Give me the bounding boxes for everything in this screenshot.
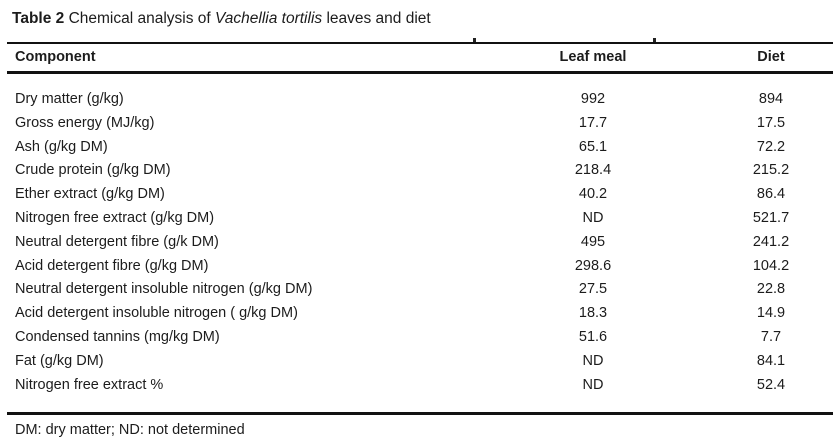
diet-cell: 22.8 — [756, 281, 786, 298]
diet-cell: 72.2 — [756, 138, 786, 155]
column-tick-mark — [653, 38, 656, 42]
column-tick-mark — [473, 38, 476, 42]
table-body: Dry matter (g/kg) 992 894 Gross energy (MJ/… — [7, 73, 833, 413]
table-row: Acid detergent fibre (g/kg DM) 298.6 104.2 — [7, 255, 833, 279]
leaf-meal-cell: 40.2 — [578, 186, 608, 203]
chemical-analysis-table: Component Leaf meal Diet Dry matter (g/k… — [7, 38, 833, 438]
column-header-diet: Diet — [709, 42, 833, 74]
component-cell: Fat (g/kg DM) — [15, 352, 104, 369]
column-header-leaf-meal: Leaf meal — [477, 42, 709, 74]
diet-cell: 52.4 — [756, 376, 786, 393]
table-row: Nitrogen free extract (g/kg DM) ND 521.7 — [7, 207, 833, 231]
table-header: Component Leaf meal Diet — [7, 42, 833, 74]
component-cell: Condensed tannins (mg/kg DM) — [15, 328, 220, 345]
table-row: Ash (g/kg DM) 65.1 72.2 — [7, 136, 833, 160]
leaf-meal-cell: 495 — [580, 233, 606, 250]
leaf-meal-cell: 65.1 — [578, 138, 608, 155]
table-row: Fat (g/kg DM) ND 84.1 — [7, 350, 833, 374]
leaf-meal-cell: 218.4 — [574, 162, 612, 179]
table-row: Dry matter (g/kg) 992 894 — [7, 73, 833, 112]
table-caption: Table 2 Chemical analysis of Vachellia t… — [0, 0, 838, 29]
table-row: Acid detergent insoluble nitrogen ( g/kg… — [7, 302, 833, 326]
component-cell: Gross energy (MJ/kg) — [15, 114, 155, 131]
component-cell: Nitrogen free extract (g/kg DM) — [15, 209, 215, 226]
diet-cell: 215.2 — [752, 162, 790, 179]
table-row: Nitrogen free extract % ND 52.4 — [7, 374, 833, 413]
header-row: Component Leaf meal Diet — [7, 42, 833, 74]
data-table: Component Leaf meal Diet Dry matter (g/k… — [7, 42, 833, 412]
diet-cell: 104.2 — [752, 257, 790, 274]
leaf-meal-cell: 17.7 — [578, 114, 608, 131]
diet-cell: 7.7 — [760, 328, 782, 345]
component-cell: Crude protein (g/kg DM) — [15, 162, 171, 179]
leaf-meal-cell: ND — [582, 376, 604, 393]
diet-cell: 241.2 — [752, 233, 790, 250]
leaf-meal-cell: 27.5 — [578, 281, 608, 298]
table-caption-text: Chemical analysis of — [64, 10, 216, 27]
table-caption-text-after: leaves and diet — [322, 10, 431, 27]
diet-cell: 84.1 — [756, 352, 786, 369]
table-row: Neutral detergent insoluble nitrogen (g/… — [7, 278, 833, 302]
table-footnote: DM: dry matter; ND: not determined — [7, 412, 833, 438]
component-cell: Neutral detergent fibre (g/k DM) — [15, 233, 219, 250]
leaf-meal-cell: ND — [582, 352, 604, 369]
diet-cell: 86.4 — [756, 186, 786, 203]
leaf-meal-cell: 992 — [580, 91, 606, 107]
table-row: Ether extract (g/kg DM) 40.2 86.4 — [7, 183, 833, 207]
component-cell: Acid detergent insoluble nitrogen ( g/kg… — [15, 305, 298, 322]
component-cell: Ash (g/kg DM) — [15, 138, 108, 155]
leaf-meal-cell: 51.6 — [578, 328, 608, 345]
diet-cell: 894 — [758, 91, 784, 107]
component-cell: Ether extract (g/kg DM) — [15, 186, 165, 203]
table-row: Gross energy (MJ/kg) 17.7 17.5 — [7, 112, 833, 136]
component-cell: Dry matter (g/kg) — [15, 91, 124, 107]
diet-cell: 14.9 — [756, 305, 786, 322]
leaf-meal-cell: ND — [582, 209, 604, 226]
table-row: Crude protein (g/kg DM) 218.4 215.2 — [7, 159, 833, 183]
table-caption-label: Table 2 — [12, 10, 65, 27]
leaf-meal-cell: 18.3 — [578, 305, 608, 322]
component-cell: Nitrogen free extract % — [15, 376, 164, 393]
component-cell: Acid detergent fibre (g/kg DM) — [15, 257, 209, 274]
diet-cell: 521.7 — [752, 209, 790, 226]
leaf-meal-cell: 298.6 — [574, 257, 612, 274]
table-row: Condensed tannins (mg/kg DM) 51.6 7.7 — [7, 326, 833, 350]
table-caption-species: Vachellia tortilis — [215, 10, 323, 27]
column-header-component: Component — [7, 42, 477, 74]
table-row: Neutral detergent fibre (g/k DM) 495 241.2 — [7, 231, 833, 255]
component-cell: Neutral detergent insoluble nitrogen (g/… — [15, 281, 313, 298]
diet-cell: 17.5 — [756, 114, 786, 131]
